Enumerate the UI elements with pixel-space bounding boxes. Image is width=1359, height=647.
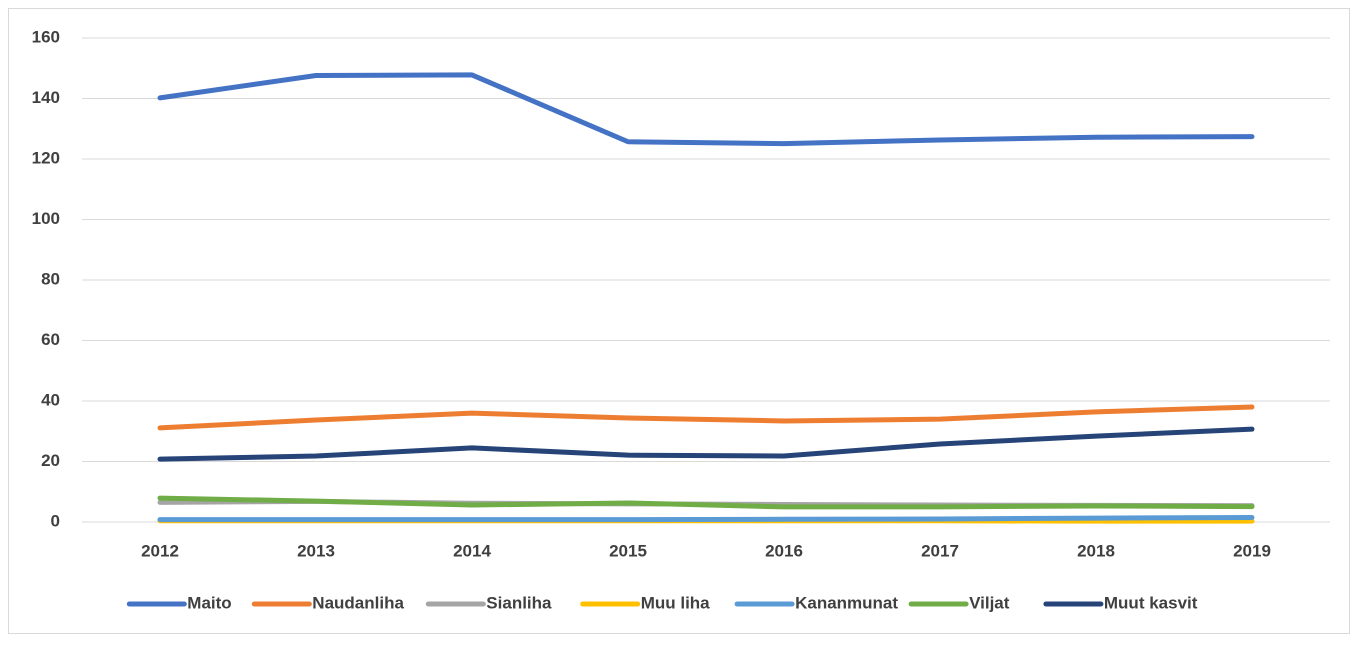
y-tick-label: 120 bbox=[32, 148, 60, 167]
x-tick-label: 2012 bbox=[141, 541, 179, 560]
legend-label: Muu liha bbox=[641, 593, 710, 612]
legend-label: Sianliha bbox=[486, 593, 552, 612]
legend-label: Naudanliha bbox=[312, 593, 404, 612]
legend-label: Muut kasvit bbox=[1104, 593, 1198, 612]
y-tick-label: 140 bbox=[32, 88, 60, 107]
legend-label: Viljat bbox=[969, 593, 1010, 612]
y-tick-label: 40 bbox=[41, 390, 60, 409]
legend-label: Kananmunat bbox=[795, 593, 898, 612]
y-tick-label: 80 bbox=[41, 269, 60, 288]
data-line bbox=[160, 517, 1252, 519]
y-tick-label: 0 bbox=[51, 511, 60, 530]
x-tick-label: 2015 bbox=[609, 541, 647, 560]
x-tick-label: 2014 bbox=[453, 541, 491, 560]
x-tick-label: 2018 bbox=[1077, 541, 1115, 560]
x-tick-label: 2017 bbox=[921, 541, 959, 560]
y-tick-label: 160 bbox=[32, 27, 60, 46]
x-tick-label: 2019 bbox=[1233, 541, 1271, 560]
legend-label: Maito bbox=[187, 593, 231, 612]
y-tick-label: 100 bbox=[32, 209, 60, 228]
x-tick-label: 2016 bbox=[765, 541, 803, 560]
y-tick-label: 60 bbox=[41, 330, 60, 349]
y-tick-label: 20 bbox=[41, 451, 60, 470]
chart-border bbox=[9, 9, 1350, 634]
x-tick-label: 2013 bbox=[297, 541, 335, 560]
